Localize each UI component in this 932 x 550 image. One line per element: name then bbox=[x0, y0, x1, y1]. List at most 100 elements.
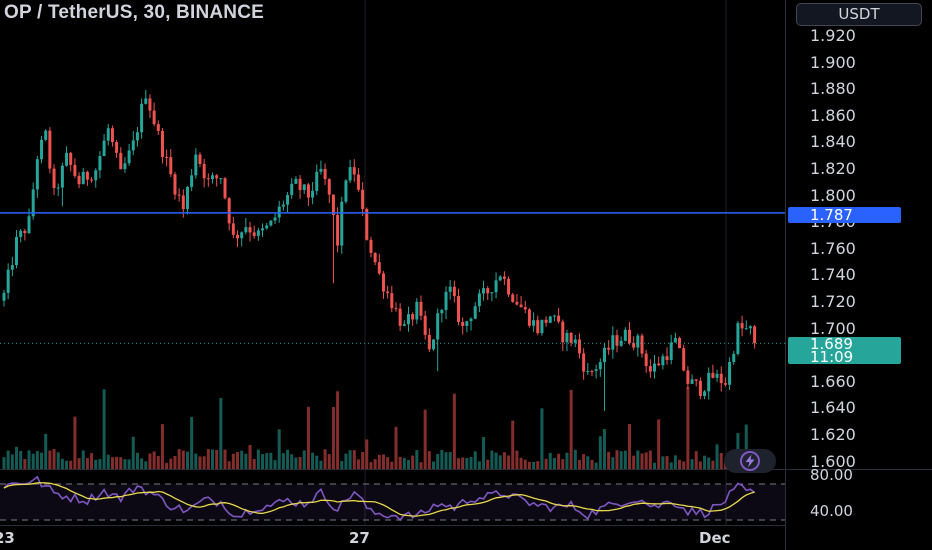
candle-body bbox=[331, 194, 335, 215]
candle-body bbox=[244, 227, 248, 233]
volume-bar bbox=[602, 429, 606, 469]
volume-bar bbox=[423, 409, 427, 469]
volume-bar bbox=[340, 461, 344, 469]
volume-bar bbox=[477, 461, 481, 469]
volume-bar bbox=[457, 458, 461, 469]
volume-bar bbox=[419, 462, 423, 469]
price-tick-label: 1.660 bbox=[810, 371, 856, 391]
candle-body bbox=[569, 332, 573, 343]
volume-bar bbox=[110, 457, 114, 469]
candle-body bbox=[98, 156, 102, 171]
volume-bar bbox=[369, 462, 373, 469]
volume-bar bbox=[277, 429, 281, 469]
candle-body bbox=[707, 372, 711, 392]
volume-bar bbox=[273, 460, 277, 469]
candle-body bbox=[31, 189, 35, 217]
candle-body bbox=[394, 308, 398, 310]
volume-bar bbox=[402, 457, 406, 469]
volume-bar bbox=[381, 454, 385, 469]
candle-body bbox=[623, 329, 627, 341]
volume-bar bbox=[356, 459, 360, 469]
volume-bar bbox=[686, 387, 690, 469]
volume-bar bbox=[619, 451, 623, 469]
candle-body bbox=[261, 228, 265, 231]
candle-body bbox=[673, 338, 677, 343]
volume-bar bbox=[85, 458, 89, 469]
volume-bar bbox=[594, 462, 598, 469]
candle-body bbox=[348, 167, 352, 181]
volume-bar bbox=[119, 457, 123, 469]
candle-body bbox=[323, 168, 327, 180]
candle-body bbox=[552, 315, 556, 317]
volume-bar bbox=[436, 454, 440, 469]
candle-body bbox=[169, 157, 173, 175]
candle-body bbox=[377, 262, 381, 274]
candle-body bbox=[344, 180, 348, 202]
volume-bar bbox=[469, 457, 473, 469]
volume-bar bbox=[502, 452, 506, 469]
candle-body bbox=[686, 370, 690, 384]
volume-bar bbox=[181, 450, 185, 469]
candle-body bbox=[744, 328, 748, 330]
candle-body bbox=[240, 232, 244, 239]
volume-bar bbox=[552, 457, 556, 469]
volume-bar bbox=[73, 416, 77, 469]
candle-body bbox=[457, 296, 461, 323]
candle-body bbox=[352, 167, 356, 175]
currency-button[interactable]: USDT bbox=[796, 3, 922, 26]
volume-bar bbox=[286, 449, 290, 469]
candle-body bbox=[519, 304, 523, 308]
volume-bar bbox=[715, 444, 719, 469]
volume-bar bbox=[194, 453, 198, 469]
candle-body bbox=[669, 342, 673, 361]
price-tick-label: 1.600 bbox=[810, 451, 856, 471]
volume-bar bbox=[244, 453, 248, 469]
volume-bar bbox=[365, 439, 369, 469]
volume-bar bbox=[406, 460, 410, 469]
candle-body bbox=[56, 187, 60, 189]
volume-bar bbox=[252, 458, 256, 469]
volume-bar bbox=[269, 452, 273, 469]
candle-body bbox=[511, 294, 515, 302]
candle-body bbox=[678, 338, 682, 349]
volume-bar bbox=[231, 453, 235, 469]
candle-body bbox=[523, 307, 527, 310]
price-tick-label: 1.760 bbox=[810, 238, 856, 258]
volume-bar bbox=[98, 459, 102, 469]
candle-body bbox=[436, 313, 440, 340]
volume-bar bbox=[615, 450, 619, 469]
candle-body bbox=[502, 276, 506, 279]
alert-button[interactable] bbox=[724, 449, 776, 473]
volume-bar bbox=[673, 455, 677, 469]
volume-bar bbox=[352, 450, 356, 469]
price-tick-label: 1.620 bbox=[810, 425, 856, 444]
volume-bar bbox=[569, 389, 573, 469]
volume-bar bbox=[548, 452, 552, 469]
candle-body bbox=[440, 309, 444, 314]
candle-body bbox=[152, 110, 156, 125]
volume-bar bbox=[557, 453, 561, 469]
volume-bar bbox=[306, 406, 310, 469]
volume-bar bbox=[644, 452, 648, 469]
rsi-pane bbox=[0, 475, 785, 522]
candle-body bbox=[302, 184, 306, 191]
volume-bar bbox=[23, 459, 27, 469]
volume-bar bbox=[290, 454, 294, 469]
candle-body bbox=[361, 189, 365, 209]
candle-body bbox=[628, 329, 631, 344]
candle-body bbox=[728, 361, 732, 385]
candle-body bbox=[536, 320, 540, 334]
volume-bar bbox=[494, 452, 498, 469]
candle-body bbox=[386, 291, 390, 294]
volume-bar bbox=[44, 433, 48, 469]
candle-body bbox=[619, 340, 623, 346]
candle-body bbox=[181, 195, 185, 210]
candle-body bbox=[6, 269, 10, 293]
countdown-timer: 11:09 bbox=[810, 348, 854, 366]
candle-body bbox=[411, 314, 415, 320]
candle-body bbox=[715, 373, 719, 378]
volume-bar bbox=[532, 461, 536, 469]
volume-bar bbox=[15, 446, 19, 469]
volume-bar bbox=[694, 451, 698, 469]
